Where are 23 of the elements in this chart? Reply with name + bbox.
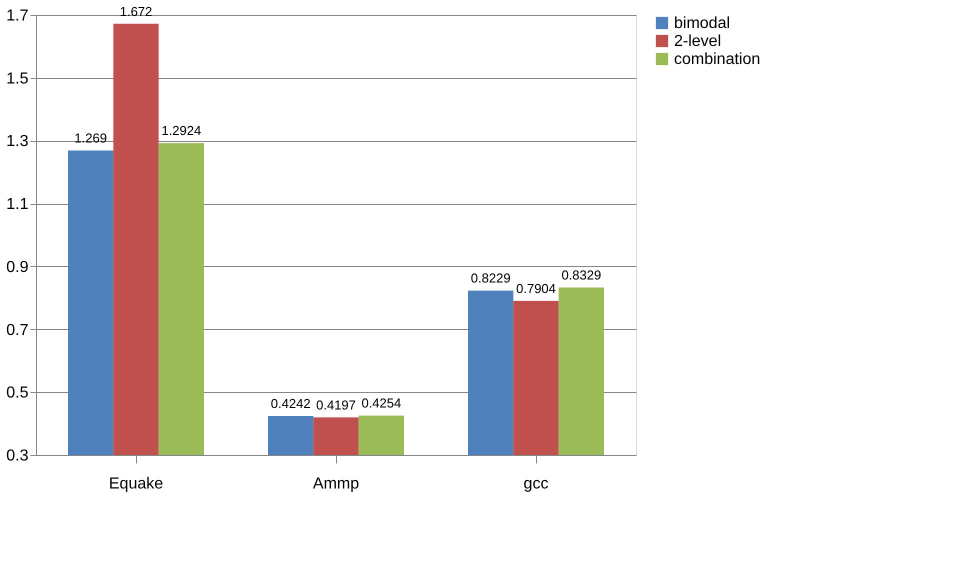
y-tick-label: 1.5 (6, 70, 29, 88)
data-label: 0.7904 (516, 280, 556, 296)
data-label: 0.4197 (316, 397, 356, 412)
x-tick-label: gcc (524, 476, 548, 492)
data-label: 1.672 (120, 4, 152, 19)
legend-label: bimodal (674, 15, 730, 32)
data-label: 0.4254 (361, 396, 402, 411)
legend-label: 2-level (674, 33, 722, 50)
data-label: 0.8229 (470, 270, 511, 286)
data-label: 1.269 (74, 130, 107, 146)
x-tick-label: Equake (108, 476, 164, 492)
y-tick-label: 0.5 (6, 384, 29, 402)
data-label: 0.4242 (270, 396, 311, 411)
y-tick-label: 1.7 (6, 8, 29, 24)
data-label: 0.8329 (561, 268, 602, 283)
legend-label: combination (674, 51, 760, 68)
y-tick-label: 1.1 (6, 196, 29, 214)
y-tick-label: 0.9 (6, 258, 29, 276)
y-tick-label: 0.7 (6, 322, 29, 339)
y-tick-label: 1.3 (6, 133, 29, 150)
y-tick-label: 0.3 (6, 448, 29, 464)
x-tick-label: Ammp (312, 476, 360, 492)
data-label: 1.2924 (161, 123, 202, 138)
